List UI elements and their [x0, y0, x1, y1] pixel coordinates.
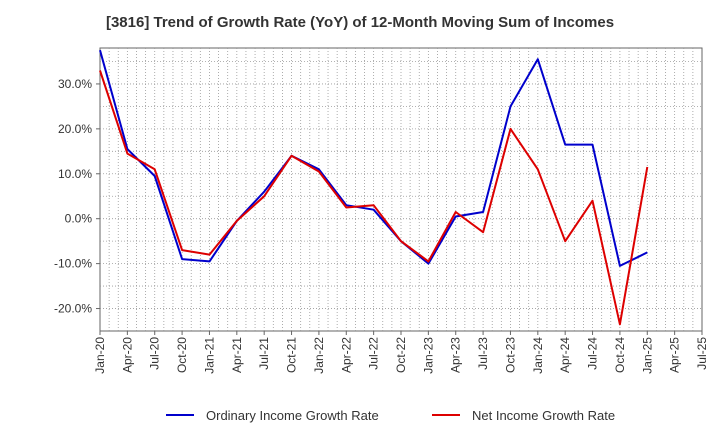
x-tick-label: Apr-20 [120, 337, 134, 373]
x-tick-label: Jan-22 [312, 337, 326, 374]
x-tick-label: Apr-21 [230, 337, 244, 373]
x-tick-label: Apr-24 [558, 337, 572, 373]
x-axis-ticks: Jan-20 Apr-20 Jul-20 Oct-20 Jan-21 Apr-21 Jul-… [93, 331, 709, 374]
x-tick-label: Jul-25 [695, 337, 709, 370]
vertical-gridlines [108, 48, 694, 331]
x-tick-label: Jul-22 [367, 337, 381, 370]
x-tick-label: Jul-21 [257, 337, 271, 370]
x-tick-label: Jul-23 [476, 337, 490, 370]
series-line [99, 70, 649, 326]
x-tick-label: Oct-23 [503, 337, 517, 373]
x-tick-label: Oct-24 [613, 337, 627, 373]
x-tick-label: Apr-25 [668, 337, 682, 373]
x-tick-label: Jan-24 [531, 337, 545, 374]
legend: Ordinary Income Growth Rate Net Income Gr… [166, 408, 615, 423]
chart-title: [3816] Trend of Growth Rate (YoY) of 12-… [105, 14, 615, 31]
y-tick-label: 0.0% [65, 212, 93, 226]
x-tick-label: Jan-21 [202, 337, 216, 374]
legend-label: Net Income Growth Rate [472, 408, 615, 423]
x-tick-label: Apr-22 [339, 337, 353, 373]
x-tick-label: Oct-20 [175, 337, 189, 373]
x-tick-label: Jan-23 [421, 337, 435, 374]
x-tick-label: Oct-21 [285, 337, 299, 373]
y-tick-label: 10.0% [58, 167, 92, 181]
y-tick-label: -10.0% [54, 257, 92, 271]
y-tick-label: 20.0% [58, 122, 92, 136]
y-axis-ticks: 30.0% 20.0% 10.0% 0.0% -10.0% -20.0% [54, 77, 100, 316]
series-lines [99, 49, 649, 326]
x-tick-label: Oct-22 [394, 337, 408, 373]
x-tick-label: Jan-25 [640, 337, 654, 374]
x-tick-label: Jul-24 [586, 337, 600, 370]
y-tick-label: -20.0% [54, 302, 92, 316]
x-tick-label: Apr-23 [449, 337, 463, 373]
legend-label: Ordinary Income Growth Rate [206, 408, 379, 423]
x-tick-label: Jan-20 [93, 337, 107, 374]
x-tick-label: Jul-20 [148, 337, 162, 370]
series-line [99, 49, 648, 267]
y-tick-label: 30.0% [58, 77, 92, 91]
